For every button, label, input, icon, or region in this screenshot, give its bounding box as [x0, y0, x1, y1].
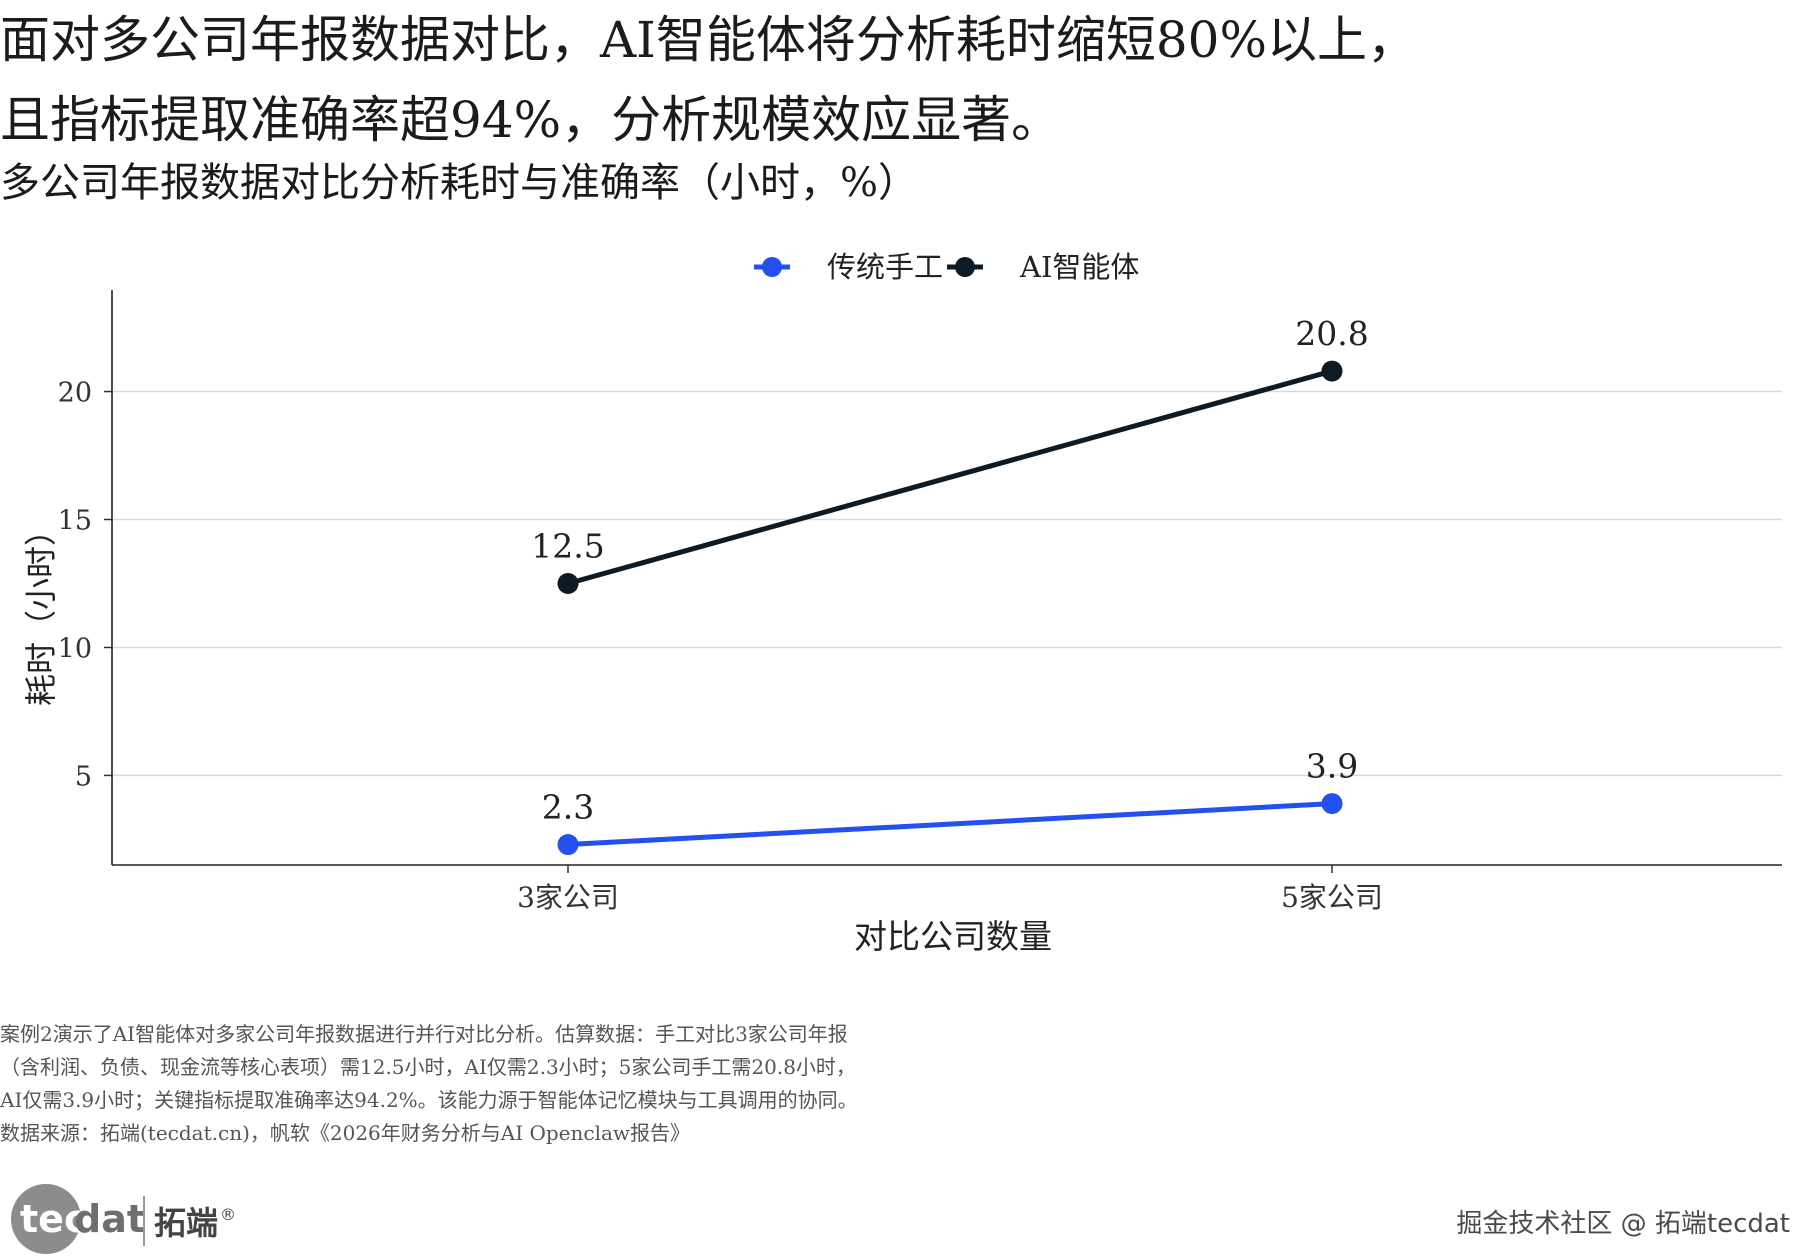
footnote-line-3: AI仅需3.9小时；关键指标提取准确率达94.2%。该能力源于智能体记忆模块与工… [0, 1088, 858, 1112]
y-tick-label: 10 [58, 633, 92, 664]
series-line [567, 801, 1333, 848]
source-line: 数据来源：拓端(tecdat.cn)，帆软《2026年财务分析与AI Openc… [0, 1121, 691, 1145]
x-tick-label: 3家公司 [517, 881, 619, 914]
data-label: 3.9 [1306, 747, 1358, 786]
y-tick-label: 5 [75, 761, 92, 792]
footnote-line-1: 案例2演示了AI智能体对多家公司年报数据进行并行对比分析。估算数据：手工对比3家… [0, 1022, 848, 1046]
tecdat-logo: tec dat 拓端 ® [11, 1184, 236, 1254]
x-tick-label: 5家公司 [1281, 881, 1383, 914]
chart-title: 多公司年报数据对比分析耗时与准确率（小时，%） [0, 160, 919, 206]
data-label: 20.8 [1295, 314, 1368, 353]
legend-marker [955, 257, 975, 277]
brand-name: 拓端 [154, 1204, 218, 1242]
headline-line-2: 且指标提取准确率超94%，分析规模效应显著。 [0, 91, 1062, 149]
y-tick-label: 20 [58, 378, 92, 409]
footnote-line-2: （含利润、负债、现金流等核心表项）需12.5小时，AI仅需2.3小时；5家公司手… [0, 1055, 856, 1079]
legend-label: 传统手工 [827, 250, 943, 284]
data-label: 12.5 [531, 526, 604, 565]
footnote: 案例2演示了AI智能体对多家公司年报数据进行并行对比分析。估算数据：手工对比3家… [0, 1018, 960, 1150]
headline-line-1: 面对多公司年报数据对比，AI智能体将分析耗时缩短80%以上， [0, 11, 1417, 69]
data-point [557, 834, 579, 856]
y-axis-title: 耗时（小时） [22, 514, 60, 706]
series-line [567, 368, 1333, 586]
logo-text-dat: dat [74, 1197, 145, 1241]
legend-label: AI智能体 [1019, 250, 1139, 284]
watermark: 掘金技术社区 @ 拓端tecdat [1456, 1209, 1790, 1239]
registered-mark: ® [220, 1205, 236, 1224]
y-tick-label: 15 [58, 506, 92, 537]
headline: 面对多公司年报数据对比，AI智能体将分析耗时缩短80%以上， 且指标提取准确率超… [0, 0, 1790, 160]
x-axis-title: 对比公司数量 [854, 917, 1052, 956]
data-point [1321, 360, 1343, 382]
data-point [557, 572, 579, 594]
data-label: 2.3 [542, 788, 594, 827]
logo-circle [11, 1184, 81, 1254]
legend-marker [762, 257, 782, 277]
logo-text-tec: tec [20, 1197, 86, 1241]
data-point [1321, 793, 1343, 815]
